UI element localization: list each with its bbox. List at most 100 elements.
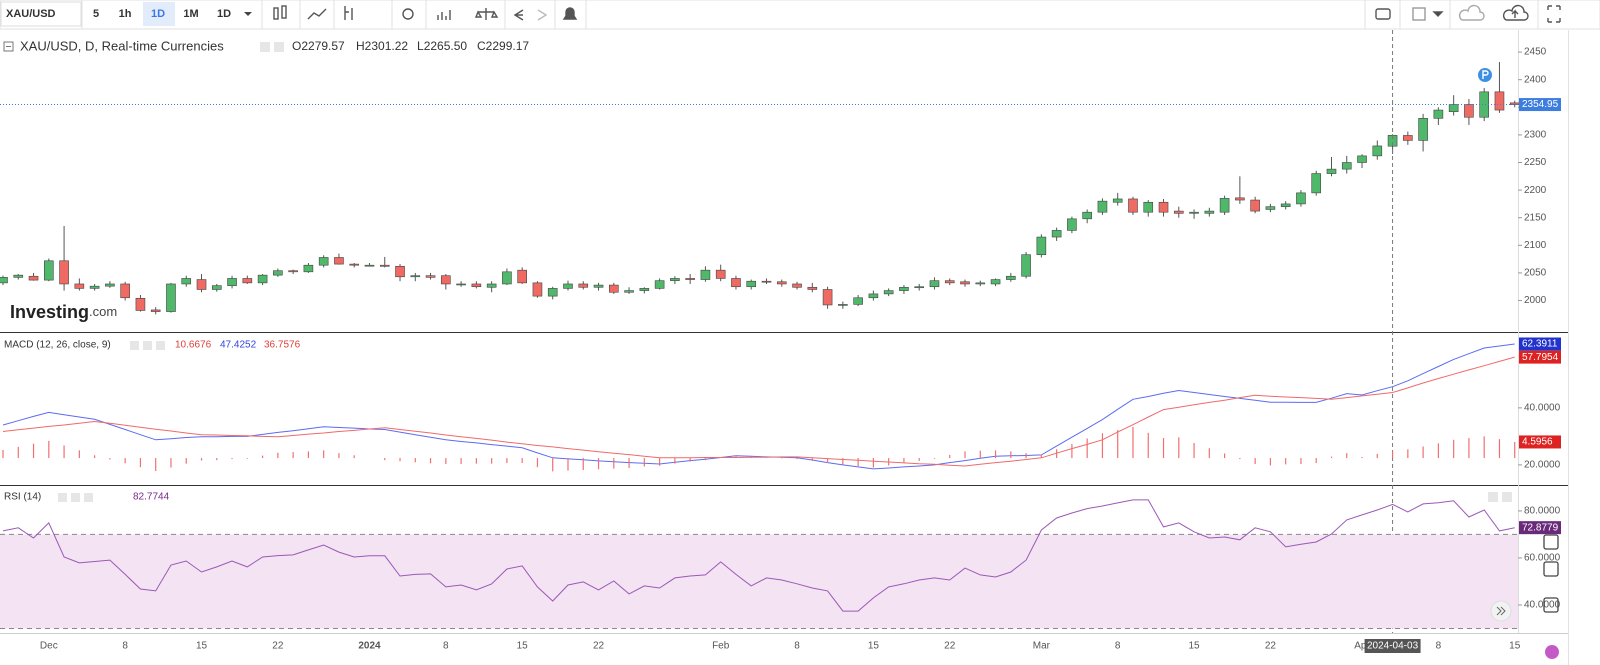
undo-icon[interactable] (513, 9, 524, 21)
candle-body (1067, 218, 1077, 231)
last-price-label: 2354.95 (1522, 99, 1559, 110)
histogram-bar (1269, 458, 1272, 466)
settings-icon[interactable] (143, 341, 152, 350)
translate-icon[interactable] (1543, 534, 1559, 550)
settings-icon[interactable] (274, 42, 284, 52)
candles-icon[interactable] (281, 5, 287, 19)
line-icon[interactable] (307, 8, 327, 20)
dropdown[interactable] (1432, 11, 1444, 17)
close-icon[interactable] (84, 493, 93, 502)
dropdown[interactable] (244, 12, 252, 16)
eye-icon[interactable] (58, 493, 67, 502)
candle-body (639, 288, 650, 291)
histogram-bar (1147, 432, 1149, 459)
indicators-icon[interactable] (437, 10, 451, 20)
lens-icon[interactable] (1543, 561, 1559, 577)
interval[interactable]: 5 (93, 8, 99, 20)
candle-body (410, 275, 421, 278)
histogram-bar (994, 450, 997, 459)
ohlc-value: 2299.17 (486, 39, 530, 53)
crosshair-date-bg (1364, 639, 1421, 653)
candles-icon[interactable] (273, 7, 279, 20)
interval[interactable]: 1M (183, 8, 198, 20)
assistant-icon[interactable] (1545, 645, 1559, 659)
candle-body (1403, 135, 1413, 141)
histogram-bar (399, 458, 401, 462)
eye-icon[interactable] (130, 341, 139, 350)
x-tick-label: Apr (1354, 641, 1370, 652)
y-tick-label: 40.0000 (1524, 402, 1561, 413)
active-interval-bg (143, 2, 175, 26)
histogram-bar (872, 458, 874, 468)
x-tick-label: 22 (944, 641, 956, 652)
collapse-icon[interactable] (3, 41, 14, 52)
candle-body (105, 283, 115, 287)
eye-icon[interactable] (260, 42, 270, 52)
candle-body (608, 284, 619, 293)
rsi-legend-value: 82.7744 (133, 492, 170, 503)
symbol-box[interactable] (0, 1, 82, 27)
marks: 2000205021002150220022502300235024002450… (0, 30, 1561, 653)
translate-icon[interactable] (1543, 597, 1559, 613)
candle-body (517, 269, 527, 284)
candle-body (731, 278, 741, 288)
histogram-bar (704, 458, 707, 461)
histogram-bar (1010, 451, 1012, 459)
histogram-bar (460, 458, 462, 465)
candle-body (318, 257, 329, 266)
histogram-bar (48, 440, 50, 459)
move-up-icon[interactable] (1488, 492, 1498, 502)
candle-body (914, 286, 925, 289)
cloud-icon[interactable] (1458, 4, 1485, 21)
histogram-bar (735, 455, 737, 459)
x-tick-label: 8 (122, 641, 128, 652)
histogram-bar (1254, 458, 1256, 465)
watermark-suffix: .com (89, 304, 117, 319)
candle-body (1204, 210, 1215, 214)
y-tick-label: 2150 (1524, 212, 1547, 223)
cloud-upload-icon[interactable] (1502, 4, 1529, 21)
fullscreen-icon[interactable] (1547, 5, 1561, 23)
move-down-icon[interactable] (1502, 492, 1512, 502)
interval[interactable]: 1h (119, 8, 132, 20)
settings-icon[interactable] (71, 493, 80, 502)
close-icon[interactable] (156, 341, 165, 350)
scroll-glyph (1496, 606, 1506, 616)
histogram-bar (139, 458, 142, 468)
ohlc-letter: C (477, 39, 486, 53)
alert-icon[interactable] (562, 7, 578, 20)
histogram-bar (826, 458, 829, 463)
symbol[interactable]: XAU/USD (6, 8, 56, 20)
rsi-line (2, 499, 1515, 612)
camera-icon[interactable] (1375, 8, 1391, 20)
bars-icon[interactable] (344, 6, 353, 20)
histogram-bar (1514, 441, 1516, 459)
candle-body (502, 271, 512, 285)
candle-body (1494, 91, 1505, 111)
x-tick-label: 8 (1115, 641, 1121, 652)
candle-body (441, 275, 451, 285)
interval[interactable]: 1D (151, 8, 165, 20)
histogram-bar (842, 458, 844, 465)
candle-body (1464, 104, 1474, 118)
candle-body (28, 275, 39, 281)
redo-icon[interactable] (537, 9, 548, 21)
layout-icon[interactable] (1412, 7, 1426, 21)
settings-icon[interactable] (402, 8, 414, 20)
interval[interactable]: 1D (217, 8, 231, 20)
histogram-bar (506, 458, 508, 463)
candle-body (822, 289, 833, 306)
last-price-label-bg (1519, 98, 1561, 112)
histogram-bar (1071, 444, 1073, 459)
signal-last-label-bg (1519, 350, 1561, 364)
candle-body (1341, 162, 1352, 170)
compare-icon[interactable] (474, 8, 499, 20)
candle-body (1112, 198, 1123, 203)
toolbar: XAU/USD 5 1h 1D 1M 1D (0, 0, 1600, 30)
histogram-bar (17, 446, 19, 459)
x-tick-label: 22 (1265, 641, 1277, 652)
histogram-bar (888, 458, 890, 466)
candle-body (700, 269, 711, 280)
histogram-bar (445, 458, 447, 465)
